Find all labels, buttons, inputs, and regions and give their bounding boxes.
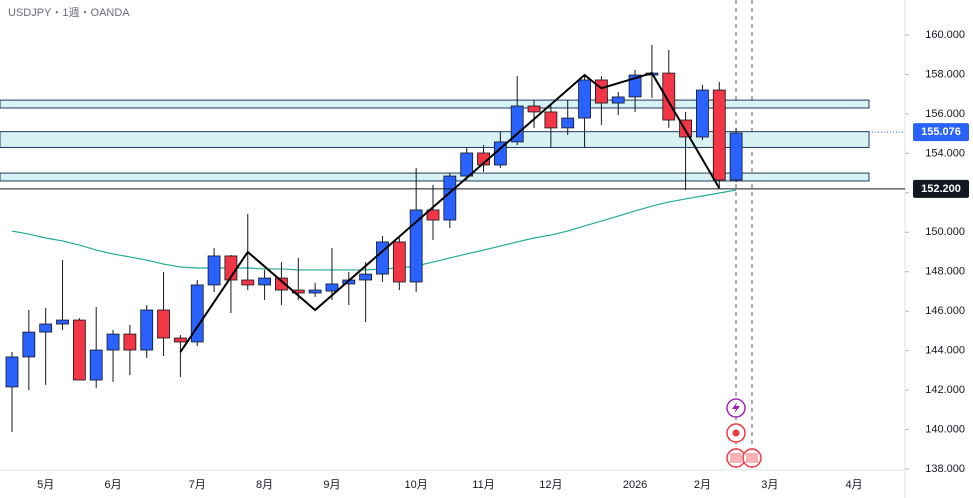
candle-body [123,333,137,351]
zone [0,131,870,148]
candle-body [72,319,86,381]
candle-body [712,89,726,181]
candle-body [190,284,204,343]
candle-body [561,117,575,129]
y-tick-label: 140.000 [925,423,965,435]
candle-body [426,209,440,221]
y-tick-label: 144.000 [925,345,965,357]
candle-body [611,96,625,104]
candle-body [39,323,53,333]
candle-body [460,152,474,177]
candle-body [241,279,255,286]
candle-body [628,74,642,98]
candle-body [595,79,608,104]
price-label: 152.200 [921,183,961,195]
candle-body [510,105,524,143]
y-tick-label: 154.000 [925,147,965,159]
x-tick-label: 7月 [189,479,206,491]
candle-body [173,337,187,343]
flag-icon [746,453,758,463]
y-tick-label: 150.000 [925,226,965,238]
candle-body [578,79,591,119]
x-tick-label: 9月 [323,479,340,491]
y-tick-label: 148.000 [925,266,965,278]
y-tick-label: 158.000 [925,68,965,80]
x-tick-label: 2月 [694,479,711,491]
dot-icon [732,429,740,437]
candle-body [527,105,541,113]
candle-body [22,331,36,358]
candle-body [544,111,558,129]
zone [0,172,870,182]
x-tick-label: 5月 [37,479,54,491]
x-tick-label: 11月 [472,479,494,491]
y-tick-label: 156.000 [925,108,965,120]
x-tick-label: 6月 [104,479,121,491]
event-icons [726,398,762,468]
candle-body [56,319,69,325]
chart-title: USDJPY・1週・OANDA [8,6,130,19]
candle-body [443,175,457,221]
candle-body [275,277,288,291]
candle-body [5,356,19,388]
x-tick-label: 12月 [539,479,562,491]
x-tick-label: 8月 [256,479,273,491]
candle-body [106,333,120,351]
price-label-box [913,123,969,142]
candle-body [392,241,406,283]
y-tick-label: 142.000 [925,384,965,396]
candle-body [729,132,743,181]
price-label-box [913,179,969,198]
x-tick-label: 2026 [623,479,647,491]
candle-body [325,283,339,292]
x-tick-label: 4月 [845,479,862,491]
y-tick-label: 146.000 [925,305,965,317]
candle-body [409,209,423,283]
y-tick-label: 160.000 [925,29,965,41]
zigzag-line [179,71,721,353]
candle-body [89,349,103,381]
flag-icon [730,453,742,463]
zone [0,99,870,109]
candle-body [157,309,170,339]
candle-body [308,289,322,294]
candle-body [258,277,272,286]
lightning-icon [732,402,740,414]
x-tick-label: 10月 [405,479,428,491]
candle-body [140,309,154,351]
moving-average [11,189,737,271]
candle-body [696,89,709,138]
x-tick-label: 3月 [761,479,778,491]
price-label: 155.076 [921,126,961,138]
candle-body [359,273,373,281]
plot-area [0,45,870,432]
candle-body [207,255,221,286]
y-tick-label: 138.000 [925,463,965,475]
candle-body [376,241,389,275]
